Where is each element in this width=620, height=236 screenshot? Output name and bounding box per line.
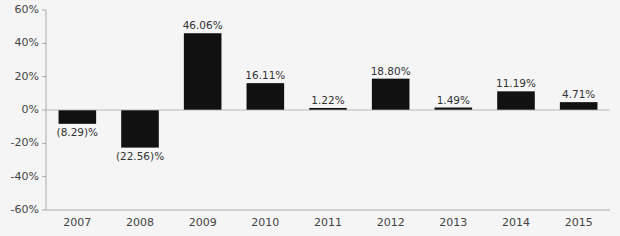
x-tick-label: 2009 <box>189 216 217 229</box>
y-tick <box>42 110 46 111</box>
data-label: 11.19% <box>496 77 536 89</box>
data-label: 46.06% <box>183 19 223 31</box>
bar <box>184 33 222 110</box>
y-tick-label: -60% <box>11 203 39 216</box>
x-tick-label: 2015 <box>565 216 593 229</box>
x-axis <box>46 210 610 211</box>
data-label: 1.22% <box>311 94 344 106</box>
y-tick <box>42 176 46 177</box>
y-tick-label: 40% <box>15 36 39 49</box>
bar <box>59 110 97 124</box>
y-tick <box>42 43 46 44</box>
bar <box>560 102 598 110</box>
bar <box>372 79 410 110</box>
x-tick-label: 2013 <box>439 216 467 229</box>
data-label: (22.56)% <box>116 150 164 162</box>
bar <box>247 83 285 110</box>
x-tick-label: 2014 <box>502 216 530 229</box>
y-tick-label: -20% <box>11 136 39 149</box>
bar <box>121 110 159 148</box>
bars <box>59 33 598 147</box>
x-tick-label: 2008 <box>126 216 154 229</box>
zero-line <box>46 110 610 111</box>
y-tick-label: 60% <box>15 3 39 16</box>
y-tick-label: 20% <box>15 70 39 83</box>
data-label: 16.11% <box>245 69 285 81</box>
y-tick <box>42 76 46 77</box>
x-tick-label: 2007 <box>63 216 91 229</box>
data-label: 18.80% <box>371 65 411 77</box>
y-axis <box>46 10 47 210</box>
x-tick-label: 2011 <box>314 216 342 229</box>
y-tick <box>42 143 46 144</box>
chart: -60% -40% -20% 0% 20% 40% 60% 2007 2008 2009 2010 2… <box>0 0 620 236</box>
y-tick-label: 0% <box>22 103 39 116</box>
y-tick-label: -40% <box>11 170 39 183</box>
y-tick <box>42 210 46 211</box>
x-tick-label: 2012 <box>377 216 405 229</box>
data-label: (8.29)% <box>57 126 99 138</box>
data-label: 1.49% <box>437 94 470 106</box>
y-tick <box>42 10 46 11</box>
x-tick-label: 2010 <box>251 216 279 229</box>
data-label: 4.71% <box>562 88 595 100</box>
bar <box>497 91 535 110</box>
